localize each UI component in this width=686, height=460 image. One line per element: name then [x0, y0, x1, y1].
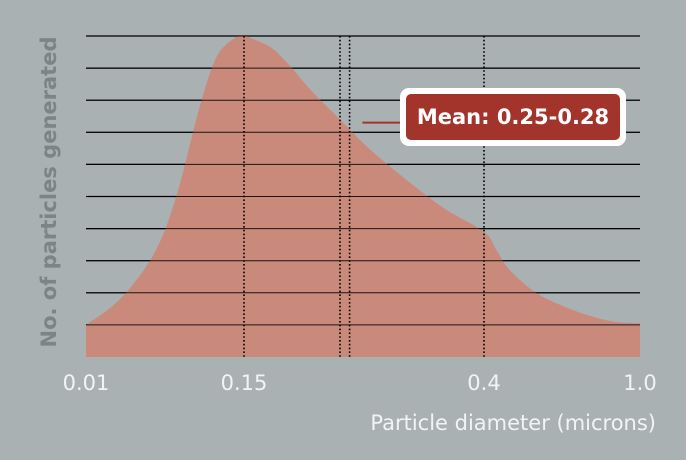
- x-tick-label: 0.15: [221, 371, 268, 395]
- callout-label: Mean: 0.25-0.28: [417, 105, 609, 129]
- x-tick-label: 1.0: [623, 371, 656, 395]
- y-axis-label: No. of particles generated: [37, 37, 61, 348]
- x-tick-labels: 0.01 0.15 0.4 1.0: [63, 371, 657, 395]
- callout-box: [406, 94, 620, 140]
- mean-callout: Mean: 0.25-0.28: [362, 88, 626, 146]
- x-tick-label: 0.01: [63, 371, 110, 395]
- x-tick-label: 0.4: [467, 371, 500, 395]
- x-axis-label: Particle diameter (microns): [370, 411, 656, 435]
